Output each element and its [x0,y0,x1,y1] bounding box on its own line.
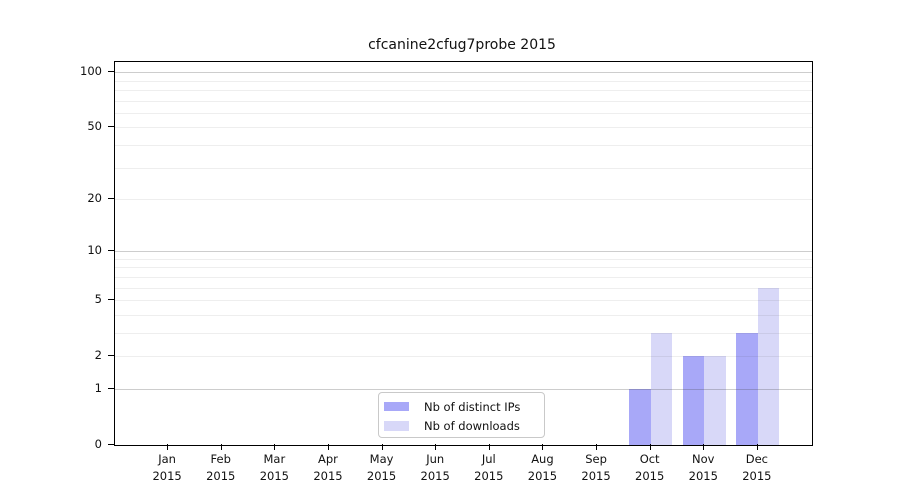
y-tick-label: 100 [80,64,102,79]
gridline-major [114,72,812,74]
bar-downloads-nov [704,356,726,445]
x-tick-label-apr: Apr 2015 [313,451,343,484]
y-tick-label: 20 [87,191,102,206]
y-tick-mark [107,299,114,301]
gridline-minor [114,287,812,289]
gridline-minor [114,332,812,334]
x-tick-mark [488,444,490,451]
x-tick-label-jan: Jan 2015 [152,451,182,484]
gridline-minor [114,145,812,147]
x-tick-label-jul: Jul 2015 [474,451,504,484]
legend-row-downloads: Nb of downloads [384,416,544,435]
x-tick-label-dec: Dec 2015 [742,451,772,484]
gridline-minor [114,300,812,302]
y-tick-mark [107,355,114,357]
y-tick-mark [107,443,114,445]
x-tick-mark [596,444,598,451]
x-tick-mark [435,444,437,451]
gridline-minor [114,199,812,201]
plot-area [113,61,813,446]
x-tick-label-oct: Oct 2015 [635,451,665,484]
x-tick-mark [381,444,383,451]
y-tick-mark [107,387,114,389]
x-tick-mark [274,444,276,451]
x-tick-label-sep: Sep 2015 [581,451,611,484]
x-tick-mark [703,444,705,451]
y-tick-label: 0 [94,436,102,451]
gridline-minor [114,80,812,82]
gridline-minor [114,90,812,92]
bar-distinct-ips-dec [736,332,758,445]
legend-swatch-distinct-ips-icon [384,401,409,412]
gridline-major [114,251,812,253]
y-tick-mark [107,71,114,73]
gridline-minor [114,127,812,129]
legend-swatch-downloads-icon [384,421,409,431]
gridline-minor [114,276,812,278]
y-tick-label: 10 [87,243,102,258]
x-tick-label-mar: Mar 2015 [259,451,289,484]
gridline-minor [114,100,812,102]
x-tick-label-jun: Jun 2015 [420,451,450,484]
x-tick-label-feb: Feb 2015 [206,451,236,484]
bar-distinct-ips-oct [629,388,651,445]
gridline-minor [114,267,812,269]
x-tick-mark [649,444,651,451]
y-tick-label: 1 [94,380,102,395]
bar-downloads-oct [650,332,673,445]
y-tick-mark [107,126,114,128]
legend: Nb of distinct IPs Nb of downloads [378,392,545,438]
gridline-minor [114,314,812,316]
y-tick-mark [107,250,114,252]
x-tick-mark [756,444,758,451]
bar-downloads-dec [757,287,780,445]
y-tick-mark [107,198,114,200]
legend-label-distinct-ips: Nb of distinct IPs [424,399,521,414]
y-tick-label: 2 [94,348,102,363]
gridline-minor [114,258,812,260]
y-tick-label: 50 [87,119,102,134]
x-tick-mark [220,444,222,451]
x-tick-label-nov: Nov 2015 [688,451,718,484]
y-tick-label: 5 [94,292,102,307]
x-tick-mark [542,444,544,451]
chart-title: cfcanine2cfug7probe 2015 [368,37,556,53]
gridline-minor [114,167,812,169]
bar-distinct-ips-nov [682,356,705,445]
legend-label-downloads: Nb of downloads [424,419,520,434]
x-tick-label-aug: Aug 2015 [527,451,558,484]
gridline-minor [114,112,812,114]
x-tick-mark [167,444,169,451]
legend-row-distinct-ips: Nb of distinct IPs [384,397,544,416]
x-tick-label-may: May 2015 [366,451,397,484]
x-tick-mark [327,444,329,451]
